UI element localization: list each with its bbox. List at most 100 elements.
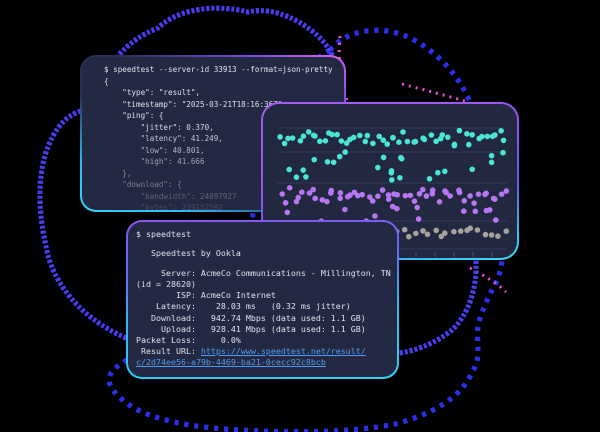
data-dot-teal (500, 149, 506, 156)
data-dot-teal (488, 152, 495, 159)
data-dot-teal (469, 166, 475, 173)
data-dot-gray (457, 228, 464, 234)
terminal-line: "latency": 41.249, (104, 134, 223, 143)
data-dot-teal (380, 137, 387, 143)
data-dot-teal (343, 140, 350, 146)
terminal-text: ISP: AcmeCo Internet (136, 290, 276, 301)
data-dot-purple (414, 204, 420, 211)
data-dot-teal (466, 141, 472, 148)
data-dot-teal (400, 129, 406, 135)
terminal-line: "timestamp": "2025-03-21T18:16:36Z", (104, 99, 287, 109)
data-dot-teal (388, 168, 395, 174)
terminal-line: "bytes": 239152592 (104, 203, 223, 210)
data-dot-teal (297, 138, 304, 144)
data-dot-purple (347, 192, 353, 198)
data-dot-purple (342, 206, 348, 213)
terminal-line: Download: 942.74 Mbps (data used: 1.1 GB… (136, 313, 397, 324)
terminal-result-window: $ speedtest Speedtest by Ookla Server: A… (128, 222, 397, 377)
data-dot-teal (303, 174, 309, 180)
terminal-line: (id = 28620) (136, 279, 397, 290)
terminal-line: Speedtest by Ookla (136, 248, 397, 259)
terminal-line: "high": 41.666 (104, 157, 205, 166)
data-dot-teal (324, 159, 331, 165)
data-dot-purple (279, 191, 285, 197)
data-dot-purple (379, 187, 386, 193)
data-dot-purple (337, 195, 343, 202)
terminal-line: $ speedtest (136, 229, 397, 240)
data-dot-teal (380, 154, 387, 161)
data-dot-teal (435, 169, 441, 176)
terminal-line: Packet Loss: 0.0% (136, 335, 397, 346)
data-dot-teal (375, 164, 381, 171)
terminal-text: Upload: 928.41 Mbps (data used: 1.1 GB) (136, 323, 366, 334)
data-dot-teal (389, 177, 395, 183)
data-dot-teal (404, 138, 411, 145)
data-dot-purple (385, 192, 392, 198)
data-dot-purple (472, 208, 479, 215)
data-dot-gray (438, 233, 445, 240)
result-url-link[interactable]: c/2d74ee56-a79b-4469-ba21-0cecc92c8bcb (136, 357, 326, 368)
terminal-line: "low": 40.801, (104, 145, 205, 155)
data-dot-teal (384, 141, 390, 147)
data-dot-purple (282, 200, 289, 206)
data-dot-purple (369, 198, 376, 204)
data-dot-purple (483, 207, 490, 214)
terminal-line: c/2d74ee56-a79b-4469-ba21-0cecc92c8bcb (136, 357, 397, 368)
data-dot-purple (372, 213, 378, 219)
terminal-text: Latency: 28.03 ms (0.32 ms jitter) (136, 301, 351, 312)
data-dot-purple (498, 191, 505, 197)
data-dot-teal (479, 133, 485, 140)
data-dot-teal (421, 136, 428, 143)
data-dot-gray (420, 228, 426, 234)
result-url-link[interactable]: https://www.speedtest.net/result/ (200, 346, 366, 356)
terminal-line: "download": { (104, 180, 182, 189)
data-dot-teal (281, 140, 288, 147)
data-dot-teal (277, 134, 283, 140)
data-dot-teal (305, 129, 312, 135)
data-dot-teal (293, 174, 300, 180)
data-dot-purple (310, 186, 316, 193)
terminal-text: $ speedtest (136, 229, 191, 239)
data-dot-teal (412, 138, 419, 145)
terminal-result-output: $ speedtest Speedtest by Ookla Server: A… (128, 222, 397, 368)
data-dot-teal (445, 134, 451, 140)
data-dot-purple (402, 192, 409, 199)
data-dot-purple (467, 193, 473, 199)
data-dot-teal (286, 166, 292, 173)
data-dot-purple (389, 203, 396, 210)
data-dot-teal (498, 128, 504, 134)
purple-cloud (40, 8, 476, 361)
data-dot-teal (390, 134, 396, 141)
data-dot-teal (500, 137, 507, 144)
data-dot-teal (397, 175, 403, 181)
data-dot-gray (424, 231, 431, 238)
data-dot-purple (475, 191, 482, 197)
data-dot-purple (337, 190, 344, 196)
data-dot-teal (451, 142, 458, 149)
data-dot-teal (488, 159, 495, 166)
data-dot-purple (461, 198, 468, 204)
data-dot-purple (483, 190, 489, 197)
terminal-result-card: $ speedtest Speedtest by Ookla Server: A… (126, 220, 399, 379)
data-dot-teal (342, 149, 348, 155)
data-dot-gray (442, 230, 448, 236)
data-dot-purple (415, 216, 422, 222)
terminal-text: (id = 28620) (136, 279, 196, 290)
data-dot-purple (492, 196, 498, 202)
data-dot-gray (482, 231, 489, 238)
data-dot-purple (375, 193, 381, 199)
data-dot-purple (394, 205, 400, 212)
data-dot-teal (433, 138, 439, 145)
terminal-line: { (104, 76, 109, 86)
terminal-text: Packet Loss: 0.0% (136, 334, 241, 345)
terminal-line (136, 260, 397, 268)
data-dot-gray (433, 227, 439, 234)
data-dot-purple (461, 208, 467, 214)
terminal-line: Latency: 28.03 ms (0.32 ms jitter) (136, 301, 397, 312)
data-dot-purple (284, 209, 291, 216)
data-dot-purple (503, 188, 510, 194)
data-dot-teal (376, 133, 382, 140)
data-dot-purple (493, 217, 499, 223)
data-dot-teal (398, 154, 404, 161)
